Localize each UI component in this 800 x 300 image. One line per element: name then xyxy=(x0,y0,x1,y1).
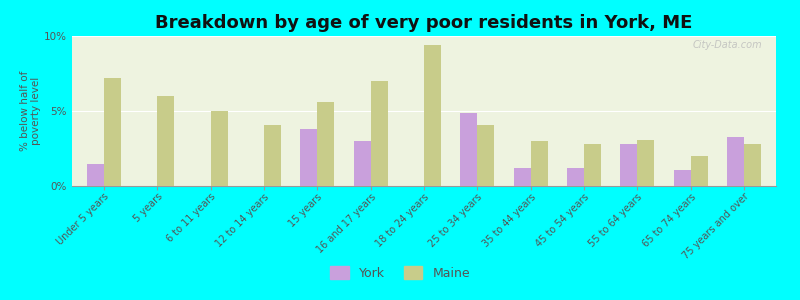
Bar xyxy=(460,112,478,186)
Bar xyxy=(424,45,441,186)
Bar xyxy=(370,81,388,186)
Title: Breakdown by age of very poor residents in York, ME: Breakdown by age of very poor residents … xyxy=(155,14,693,32)
Bar xyxy=(638,140,654,186)
Bar xyxy=(727,136,744,186)
Bar xyxy=(318,102,334,186)
Bar xyxy=(530,141,548,186)
Bar xyxy=(744,144,761,186)
Bar xyxy=(87,164,104,186)
Bar xyxy=(158,96,174,186)
Bar xyxy=(690,156,708,186)
Bar xyxy=(567,168,584,186)
Bar xyxy=(210,111,228,186)
Bar xyxy=(354,141,370,186)
Bar xyxy=(620,144,638,186)
Bar xyxy=(300,129,318,186)
Bar xyxy=(478,124,494,186)
Bar xyxy=(584,144,601,186)
Bar xyxy=(264,124,281,186)
Bar xyxy=(674,169,690,186)
Bar xyxy=(514,168,530,186)
Bar xyxy=(104,78,121,186)
Y-axis label: % below half of
poverty level: % below half of poverty level xyxy=(20,71,42,151)
Legend: York, Maine: York, Maine xyxy=(325,261,475,285)
Text: City-Data.com: City-Data.com xyxy=(692,40,762,50)
